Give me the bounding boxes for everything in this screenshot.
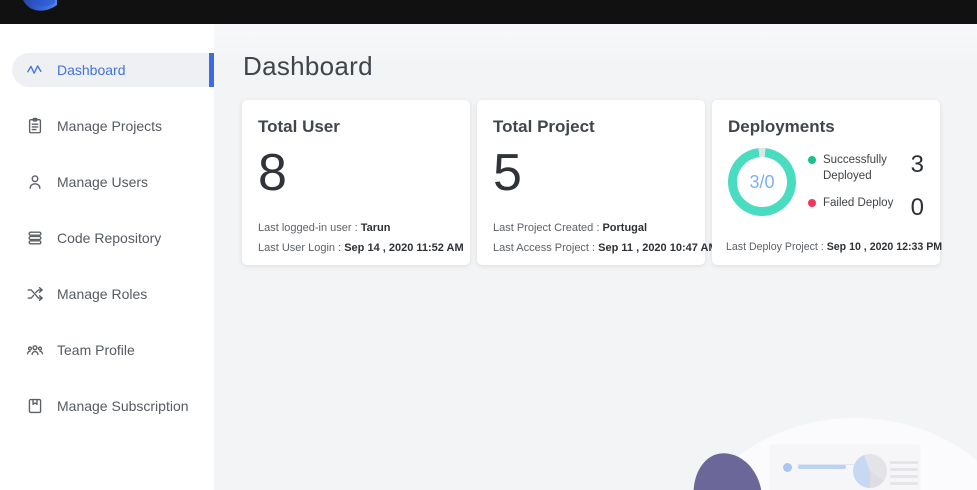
sidebar-item-code-repository[interactable]: Code Repository [0, 221, 214, 255]
card-title: Total User [258, 117, 340, 136]
sidebar-item-team-profile[interactable]: Team Profile [0, 333, 214, 367]
success-count: 3 [910, 151, 924, 178]
green-dot-icon [808, 156, 816, 164]
sidebar-item-manage-users[interactable]: Manage Users [0, 165, 214, 199]
donut-center-label: 3/0 [737, 157, 787, 207]
deployments-card: Deployments 3/0 Successfully Deployed 3 … [712, 100, 943, 265]
user-icon [26, 173, 44, 191]
sidebar-item-label: Code Repository [57, 230, 162, 246]
deployments-body: 3/0 Successfully Deployed 3 Failed Deplo… [728, 148, 924, 233]
illustration-dot [783, 463, 792, 472]
activity-icon [26, 61, 44, 79]
top-navbar [0, 0, 977, 24]
bookmark-icon [26, 397, 44, 415]
total-user-count: 8 [258, 144, 287, 202]
legend-item-failed: Failed Deploy 0 [808, 194, 924, 222]
legend-item-success: Successfully Deployed 3 [808, 151, 924, 184]
sidebar-item-label: Dashboard [57, 62, 126, 78]
sidebar-item-label: Manage Subscription [57, 398, 189, 414]
illustration-pie-chart [853, 454, 887, 488]
sidebar-item-label: Manage Users [57, 174, 149, 190]
card-title: Total Project [493, 117, 595, 136]
deployments-legend: Successfully Deployed 3 Failed Deploy 0 [808, 148, 924, 233]
card-footer: Last logged-in user : Tarun Last User Lo… [258, 214, 464, 254]
last-user-login: Last User Login : Sep 14 , 2020 11:52 AM [258, 242, 464, 254]
total-project-count: 5 [493, 144, 522, 202]
sidebar-item-manage-projects[interactable]: Manage Projects [0, 109, 214, 143]
sidebar-item-label: Team Profile [57, 342, 135, 358]
shuffle-icon [26, 285, 44, 303]
last-project-created: Last Project Created : Portugal [493, 222, 648, 234]
illustration-line [798, 464, 862, 465]
brand-logo-icon[interactable] [21, 0, 59, 16]
card-title: Deployments [728, 117, 835, 136]
deployments-donut-chart: 3/0 [728, 148, 796, 216]
illustration-line [798, 465, 846, 469]
stat-cards-row: Total User 8 Last logged-in user : Tarun… [242, 100, 943, 265]
sidebar-item-label: Manage Roles [57, 286, 148, 302]
stack-icon [26, 229, 44, 247]
sidebar: Dashboard Manage Projects Manage Users [0, 24, 214, 490]
sidebar-item-manage-roles[interactable]: Manage Roles [0, 277, 214, 311]
last-access-project: Last Access Project : Sep 11 , 2020 10:4… [493, 242, 718, 254]
illustration-dashboard-panel [770, 445, 920, 490]
last-deploy-project: Last Deploy Project : Sep 10 , 2020 12:3… [726, 241, 943, 253]
clipboard-icon [26, 117, 44, 135]
red-dot-icon [808, 199, 816, 208]
failed-count: 0 [910, 194, 924, 222]
total-user-card: Total User 8 Last logged-in user : Tarun… [242, 100, 470, 265]
sidebar-item-dashboard[interactable]: Dashboard [12, 53, 214, 87]
last-logged-in-user: Last logged-in user : Tarun [258, 222, 391, 234]
team-icon [26, 341, 44, 359]
total-project-card: Total Project 5 Last Project Created : P… [477, 100, 718, 265]
sidebar-item-manage-subscription[interactable]: Manage Subscription [0, 389, 214, 423]
page-title: Dashboard [243, 51, 373, 81]
card-footer: Last Project Created : Portugal Last Acc… [493, 214, 718, 254]
main-content: Dashboard Total User 8 Last logged-in us… [214, 24, 977, 490]
sidebar-item-label: Manage Projects [57, 118, 163, 134]
illustration-text-lines [890, 461, 918, 489]
